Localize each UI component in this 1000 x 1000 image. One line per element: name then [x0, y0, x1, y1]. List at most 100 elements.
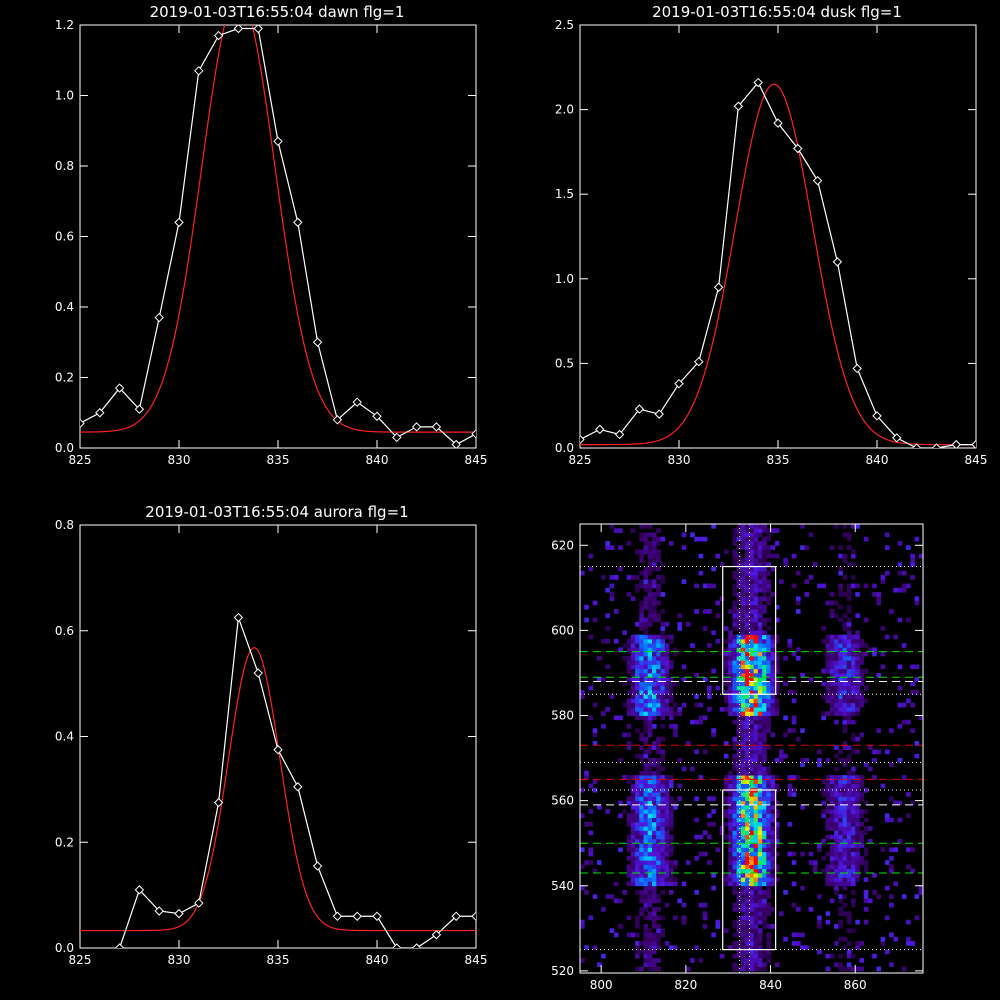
image-pixel: [774, 698, 780, 704]
image-pixel: [630, 800, 636, 806]
image-pixel: [859, 860, 865, 865]
image-pixel: [677, 626, 683, 631]
image-pixel: [745, 877, 750, 882]
image-pixel: [757, 915, 763, 921]
image-pixel: [736, 847, 742, 853]
image-pixel: [838, 749, 843, 755]
image-pixel: [639, 770, 644, 776]
image-pixel: [876, 600, 882, 606]
image-pixel: [728, 860, 733, 865]
image-pixel: [770, 804, 776, 810]
image-pixel: [651, 711, 657, 716]
image-pixel: [825, 651, 831, 657]
image-pixel: [656, 638, 661, 644]
y-tick-label: 560: [551, 794, 574, 808]
image-pixel: [766, 596, 771, 602]
image-pixel: [770, 851, 776, 857]
image-pixel: [774, 809, 780, 814]
image-pixel: [749, 902, 755, 908]
plot-frame: [579, 24, 977, 449]
image-pixel: [647, 855, 653, 861]
image-pixel: [732, 962, 738, 968]
image-pixel: [745, 621, 750, 627]
image-pixel: [791, 719, 797, 725]
image-pixel: [749, 626, 755, 631]
image-pixel: [753, 915, 759, 921]
image-pixel: [656, 592, 661, 597]
image-pixel: [694, 890, 699, 895]
image-pixel: [711, 932, 716, 938]
image-pixel: [757, 741, 763, 746]
image-pixel: [639, 707, 644, 712]
image-pixel: [753, 851, 759, 857]
image-pixel: [800, 885, 805, 891]
image-pixel: [855, 787, 860, 793]
image-pixel: [673, 945, 678, 950]
image-pixel: [651, 532, 657, 538]
image-pixel: [639, 583, 644, 589]
image-pixel: [732, 813, 738, 819]
image-pixel: [660, 787, 666, 793]
image-pixel: [635, 698, 640, 704]
image-pixel: [846, 634, 852, 640]
image-pixel: [846, 775, 852, 780]
image-pixel: [732, 783, 738, 789]
image-pixel: [673, 877, 678, 882]
image-pixel: [736, 966, 742, 972]
image-pixel: [736, 626, 742, 631]
image-pixel: [630, 809, 636, 814]
image-pixel: [639, 553, 644, 559]
image-pixel: [749, 592, 755, 597]
image-pixel: [834, 719, 839, 725]
image-pixel: [630, 830, 636, 836]
image-pixel: [660, 877, 666, 882]
image-pixel: [825, 668, 831, 674]
dawn-data-point: [372, 411, 382, 421]
image-pixel: [762, 715, 767, 721]
image-pixel: [736, 749, 742, 755]
image-pixel: [651, 907, 657, 912]
image-pixel: [757, 809, 763, 814]
image-pixel: [707, 821, 712, 827]
image-pixel: [749, 919, 755, 925]
image-pixel: [745, 817, 750, 823]
image-pixel: [838, 800, 843, 806]
image-pixel: [677, 707, 683, 712]
image-pixel: [630, 796, 636, 802]
image-pixel: [643, 694, 649, 699]
image-pixel: [668, 821, 674, 827]
image-pixel: [766, 579, 771, 584]
image-pixel: [753, 694, 759, 699]
image-pixel: [838, 779, 843, 785]
image-pixel: [630, 847, 636, 853]
image-pixel: [749, 932, 755, 938]
image-pixel: [846, 668, 852, 674]
image-pixel: [639, 617, 644, 623]
image-pixel: [851, 634, 856, 640]
image-pixel: [745, 545, 750, 550]
image-pixel: [842, 647, 848, 653]
image-pixel: [834, 745, 839, 750]
image-pixel: [664, 651, 670, 657]
image-pixel: [749, 672, 755, 678]
image-pixel: [762, 643, 767, 648]
image-pixel: [635, 804, 640, 810]
image-pixel: [622, 890, 627, 895]
image-pixel: [736, 826, 742, 831]
image-pixel: [728, 796, 733, 802]
image-pixel: [749, 936, 755, 942]
image-pixel: [783, 562, 788, 567]
image-pixel: [825, 881, 831, 887]
image-pixel: [639, 647, 644, 653]
dusk-data-point: [852, 363, 862, 374]
image-pixel: [753, 766, 759, 772]
image-pixel: [812, 860, 818, 865]
image-pixel: [812, 868, 818, 874]
image-pixel: [762, 872, 767, 878]
image-pixel: [851, 702, 856, 708]
image-pixel: [664, 860, 670, 865]
image-pixel: [584, 945, 589, 950]
image-pixel: [668, 638, 674, 644]
image-pixel: [842, 707, 848, 712]
image-pixel: [635, 655, 640, 661]
